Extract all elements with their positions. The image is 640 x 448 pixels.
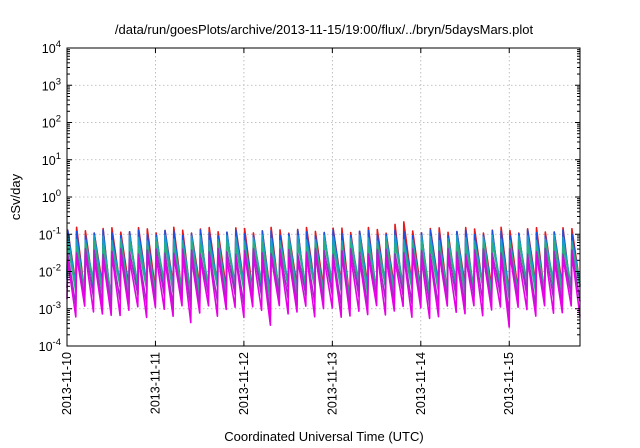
label-layer: 10-4 10-3 10-2 10-1 100 101 102 103 104 2013-11-1… <box>39 39 517 415</box>
y-tick-label: 102 <box>42 114 61 131</box>
y-tick-label: 10-4 <box>39 337 61 354</box>
chart-title: /data/run/goesPlots/archive/2013-11-15/1… <box>115 22 534 37</box>
y-tick-label: 101 <box>42 151 61 168</box>
y-tick-label: 103 <box>42 76 61 93</box>
y-tick-label: 104 <box>42 39 61 56</box>
x-tick-label: 2013-11-15 <box>502 352 516 415</box>
y-axis-label: cSv/day <box>8 173 23 220</box>
x-tick-label: 2013-11-11 <box>148 352 162 414</box>
x-tick-label: 2013-11-13 <box>325 352 339 415</box>
x-tick-label: 2013-11-12 <box>237 352 251 415</box>
y-tick-label: 10-2 <box>39 263 61 280</box>
x-tick-label: 2013-11-10 <box>60 352 74 415</box>
y-tick-label: 10-1 <box>39 225 61 242</box>
series-layer <box>66 221 581 328</box>
x-tick-label: 2013-11-14 <box>414 352 428 415</box>
y-tick-label: 100 <box>42 188 61 205</box>
x-axis-label: Coordinated Universal Time (UTC) <box>224 429 423 444</box>
series-line-6 <box>66 253 581 328</box>
tick-layer <box>66 47 580 347</box>
y-tick-label: 10-3 <box>39 300 61 317</box>
